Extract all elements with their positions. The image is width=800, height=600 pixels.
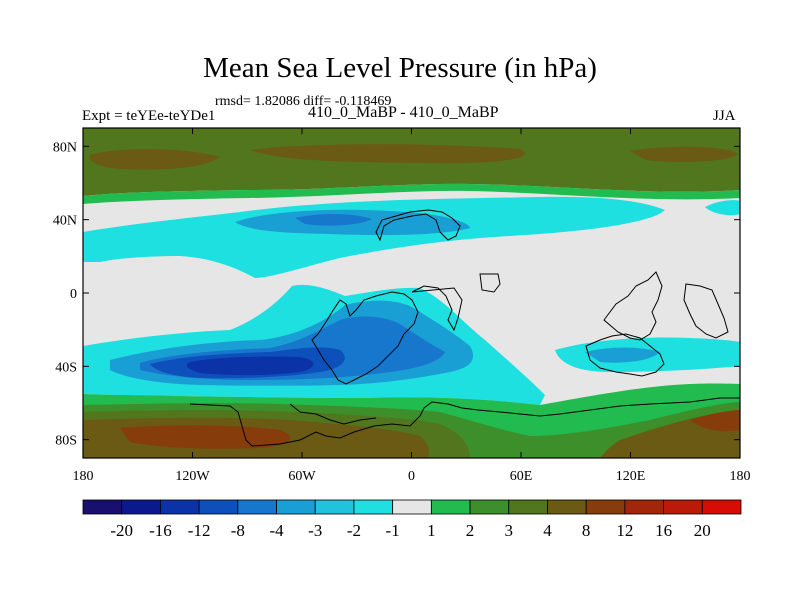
chart-title: Mean Sea Level Pressure (in hPa) bbox=[203, 52, 597, 84]
season-label: JJA bbox=[713, 108, 736, 124]
colorbar-label: 3 bbox=[505, 521, 514, 540]
colorbar-swatch bbox=[392, 499, 432, 515]
arctic-light-region bbox=[83, 183, 740, 204]
x-tick-label: 60E bbox=[510, 469, 533, 484]
arctic-high-region-1 bbox=[89, 149, 220, 170]
continent-outlines bbox=[189, 209, 740, 447]
colorbar-swatch bbox=[198, 499, 239, 515]
south-pacific-low-core bbox=[186, 356, 314, 376]
colorbar-swatch bbox=[160, 499, 200, 515]
colorbar-swatch bbox=[585, 499, 626, 515]
arctic-high-region-2 bbox=[250, 144, 526, 164]
colorbar: -20 -16 -12 -8 -4 -3 -2 -1 1 2 3 4 8 12 16 20 bbox=[82, 499, 742, 540]
colorbar-label: 4 bbox=[543, 521, 552, 540]
x-tick-label: 180 bbox=[73, 469, 94, 484]
x-tick-label: 60W bbox=[288, 469, 316, 484]
y-tick-label: 40S bbox=[55, 360, 77, 375]
colorbar-label: 8 bbox=[582, 521, 591, 540]
colorbar-swatch bbox=[469, 499, 510, 515]
colorbar-swatch bbox=[276, 499, 316, 515]
colorbar-swatch bbox=[508, 499, 548, 515]
north-negative-band bbox=[83, 196, 665, 278]
map-field bbox=[83, 128, 740, 458]
colorbar-label: -2 bbox=[347, 521, 361, 540]
colorbar-swatch bbox=[353, 499, 394, 515]
colorbar-swatch bbox=[701, 499, 742, 515]
north-america-outline bbox=[375, 209, 461, 242]
y-tick-label: 80S bbox=[55, 434, 77, 449]
colorbar-label: -8 bbox=[231, 521, 245, 540]
colorbar-swatch bbox=[121, 499, 161, 515]
africa-outline bbox=[411, 285, 463, 332]
mideast-outline bbox=[479, 273, 501, 293]
arctic-high-region-3 bbox=[630, 146, 738, 162]
colorbar-label: 2 bbox=[466, 521, 475, 540]
pacific-islands-outline bbox=[603, 271, 663, 341]
antarctic-peninsula-outline bbox=[289, 403, 377, 425]
x-tick-label: 180 bbox=[730, 469, 751, 484]
south-indian-low bbox=[585, 347, 660, 363]
antarctic-high-core bbox=[120, 425, 291, 449]
australia-outline bbox=[585, 333, 665, 377]
colorbar-label: -3 bbox=[308, 521, 322, 540]
colorbar-label: -20 bbox=[110, 521, 133, 540]
experiment-label: Expt = teYEe-teYDe1 bbox=[82, 108, 216, 124]
colorbar-swatch bbox=[237, 499, 277, 515]
colorbar-swatch bbox=[430, 499, 471, 515]
y-tick-label: 80N bbox=[53, 140, 77, 155]
axes: 180 120W 60W 0 60E 120E 180 80N 40N 0 40S 80S bbox=[53, 128, 751, 484]
colorbar-swatch bbox=[663, 499, 703, 515]
stats-text: rmsd= 1.82086 diff= -0.118469 bbox=[215, 94, 392, 109]
colorbar-label: -4 bbox=[269, 521, 284, 540]
colorbar-label: 1 bbox=[427, 521, 436, 540]
y-tick-label: 0 bbox=[70, 287, 77, 302]
antarctic-east-high-core bbox=[690, 410, 740, 432]
colorbar-label: -12 bbox=[188, 521, 211, 540]
chart-subtitle: 410_0_MaBP - 410_0_MaBP bbox=[308, 104, 499, 121]
x-tick-label: 0 bbox=[408, 469, 415, 484]
colorbar-label: 12 bbox=[616, 521, 633, 540]
colorbar-label: -1 bbox=[386, 521, 400, 540]
x-tick-label: 120W bbox=[175, 469, 210, 484]
colorbar-swatch bbox=[314, 499, 355, 515]
y-tick-label: 40N bbox=[53, 214, 77, 229]
colorbar-swatch bbox=[624, 499, 664, 515]
colorbar-swatch bbox=[547, 499, 587, 515]
north-atlantic-low-core bbox=[295, 213, 372, 226]
colorbar-label: 16 bbox=[655, 521, 672, 540]
northeast-band bbox=[705, 200, 740, 216]
colorbar-label: -16 bbox=[149, 521, 172, 540]
east-pacific-island-outline bbox=[683, 283, 729, 339]
colorbar-label: 20 bbox=[694, 521, 711, 540]
antarctica-outline bbox=[189, 397, 740, 447]
x-tick-label: 120E bbox=[616, 469, 646, 484]
colorbar-swatch bbox=[82, 499, 123, 515]
south-america-outline bbox=[311, 291, 419, 385]
